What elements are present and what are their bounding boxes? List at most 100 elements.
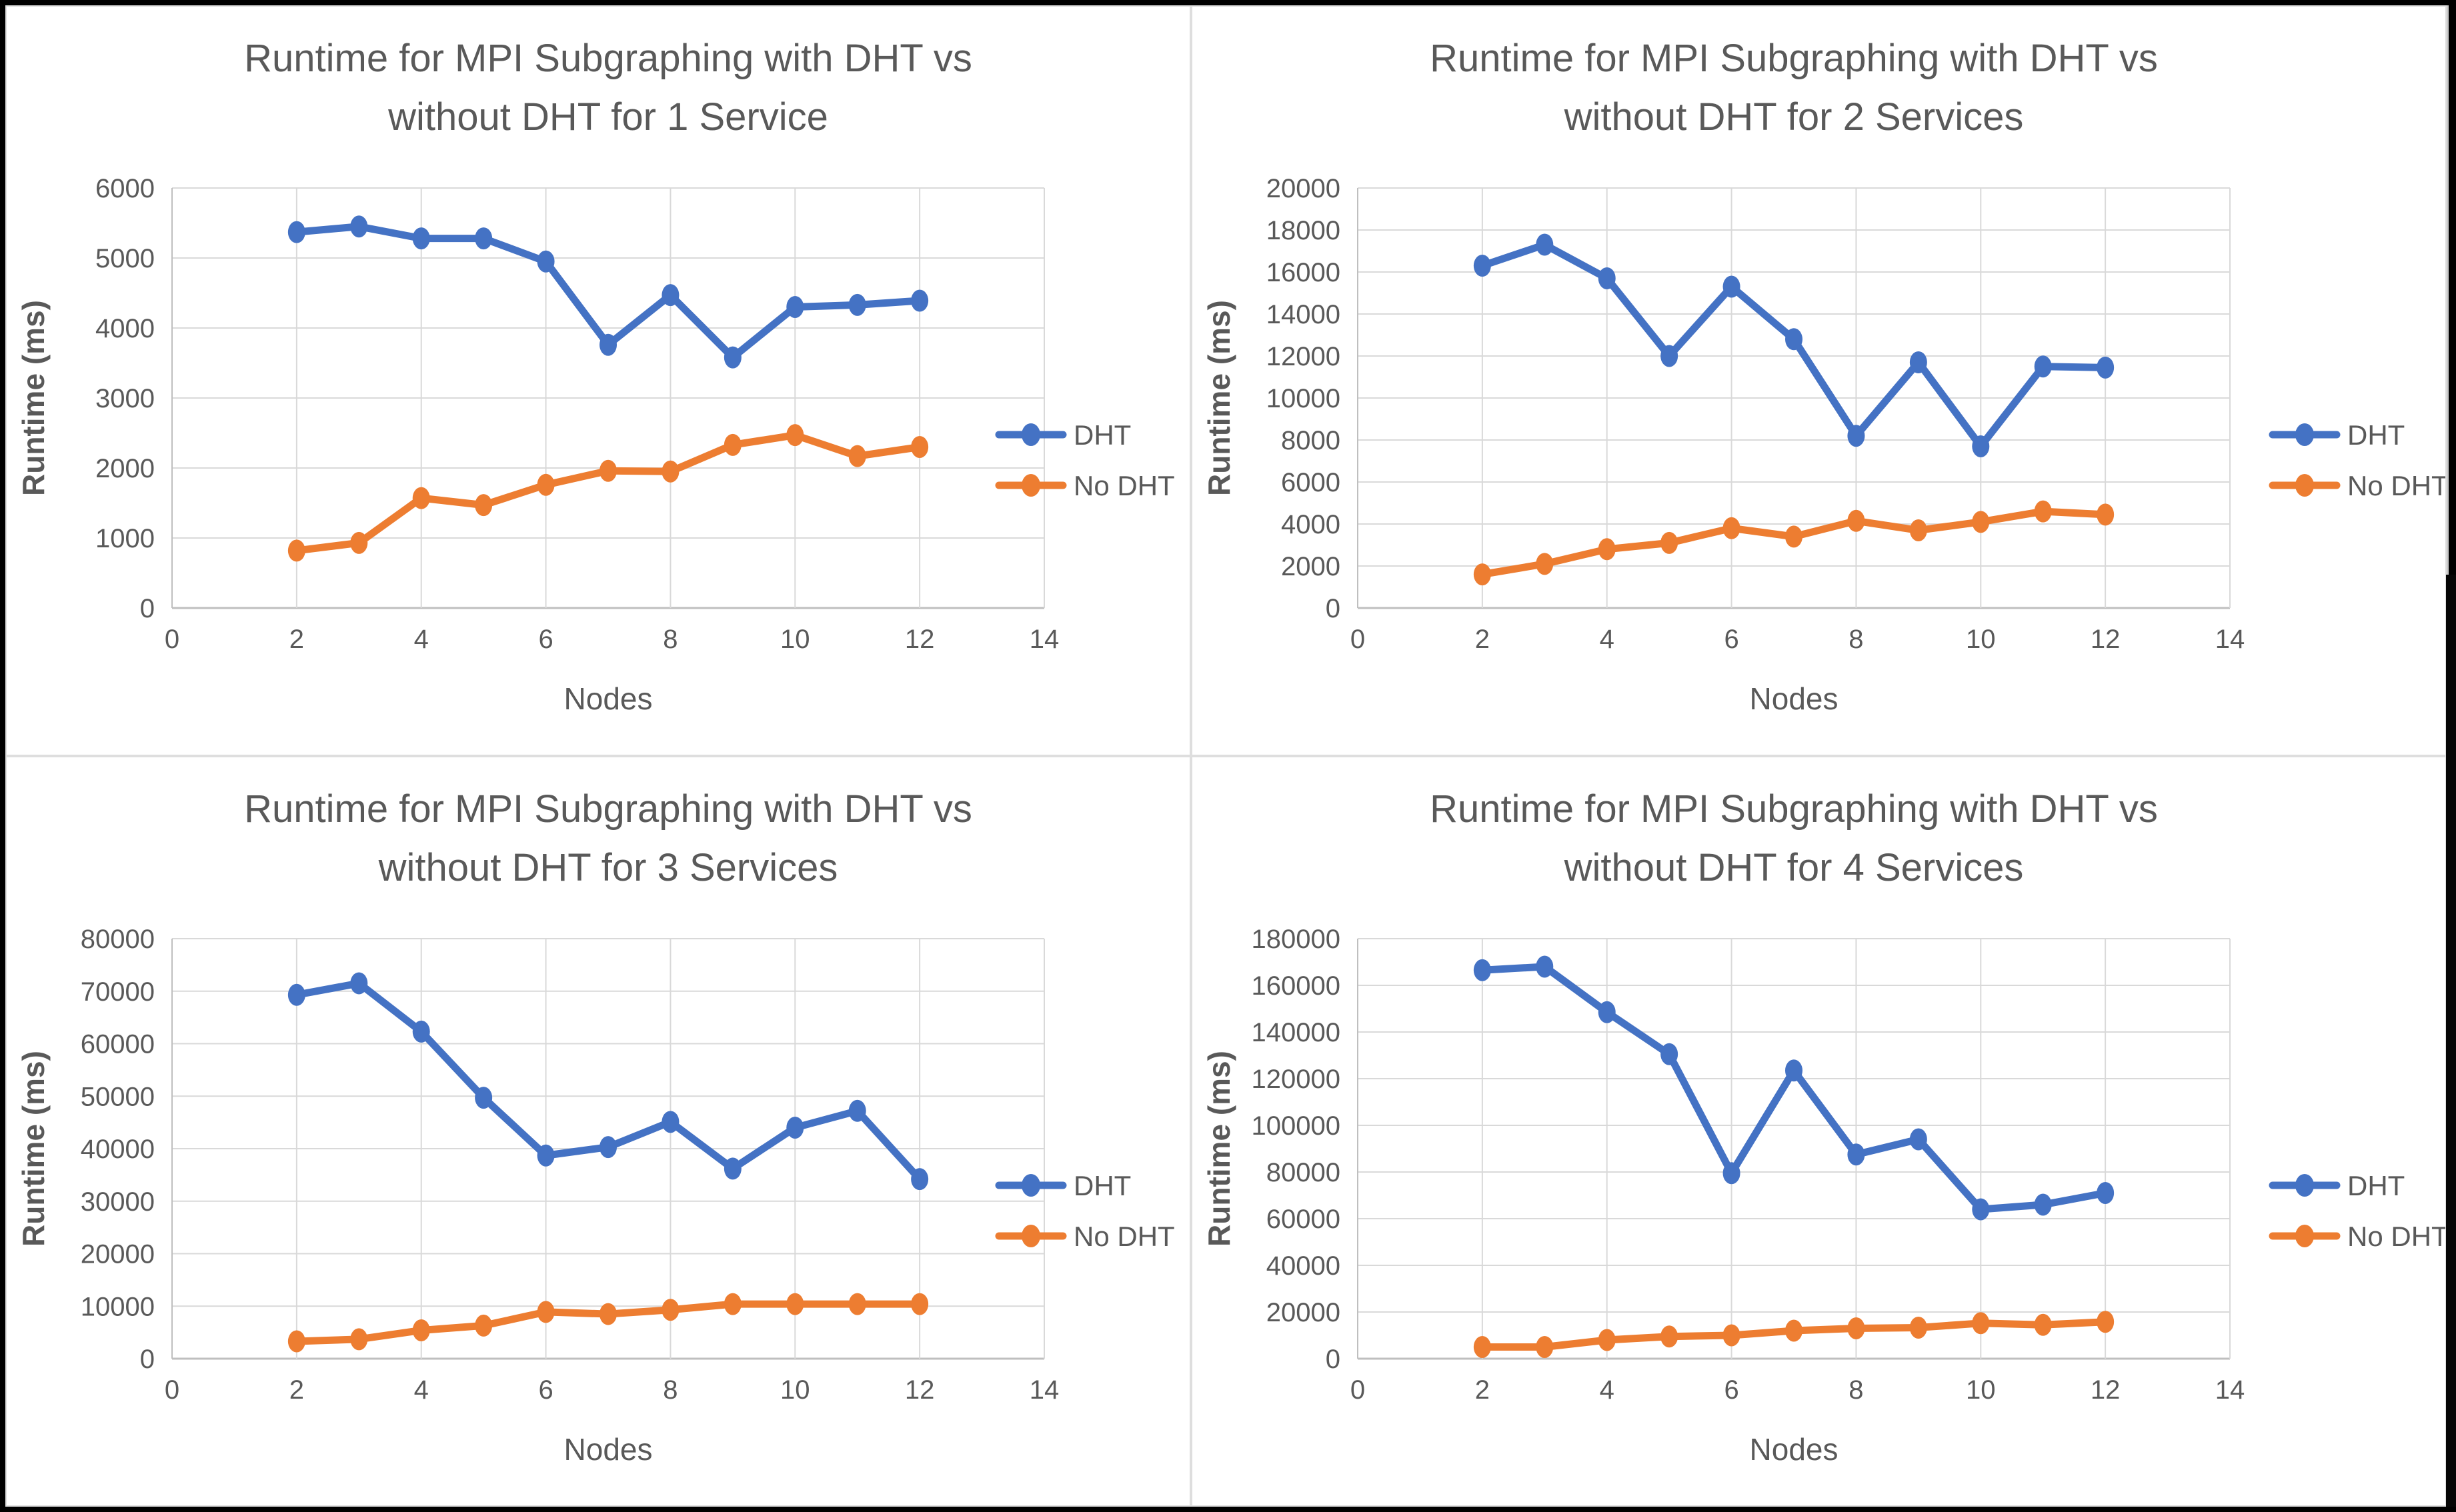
no-dht-data-point-marker xyxy=(1598,1329,1616,1351)
legend-marker xyxy=(1022,474,1040,497)
dht-series-line xyxy=(1478,963,2109,1213)
dht-data-point-marker xyxy=(475,227,493,250)
y-axis-title: Runtime (ms) xyxy=(1202,1051,1236,1247)
no-dht-data-point-marker xyxy=(1972,511,1990,533)
legend-label: No DHT xyxy=(2347,470,2445,501)
dht-data-point-marker xyxy=(1473,959,1491,981)
chart-title-line2: without DHT for 2 Services xyxy=(1564,95,2024,139)
legend-label: No DHT xyxy=(1074,1221,1175,1252)
chart-title-line1: Runtime for MPI Subgraphing with DHT vs xyxy=(1430,787,2158,831)
x-tick-label: 10 xyxy=(1966,1375,1996,1405)
no-dht-data-point-marker xyxy=(1847,1317,1865,1339)
x-tick-label: 6 xyxy=(1724,625,1738,654)
no-dht-data-point-marker xyxy=(911,1293,929,1315)
y-tick-label: 80000 xyxy=(1266,1158,1340,1187)
x-tick-label: 14 xyxy=(2215,1375,2245,1405)
no-dht-data-point-marker xyxy=(412,1319,430,1341)
y-tick-label: 20000 xyxy=(1266,1298,1340,1327)
y-axis-title: Runtime (ms) xyxy=(1202,300,1236,496)
no-dht-data-point-marker xyxy=(1536,553,1554,575)
dht-data-point-marker xyxy=(2097,356,2115,379)
x-tick-label: 8 xyxy=(663,1375,678,1405)
chart-plot-3-services: 0 10000 20000 30000 40000 50000 60000 70000 8000… xyxy=(16,925,1175,1467)
y-tick-label: 2000 xyxy=(95,454,155,483)
y-axis-title: Runtime (ms) xyxy=(16,1051,51,1247)
chart-title-line1: Runtime for MPI Subgraphing with DHT vs xyxy=(1430,37,2158,80)
y-tick-label: 0 xyxy=(1326,1345,1340,1374)
dht-data-point-marker xyxy=(1598,267,1616,289)
y-tick-label: 100000 xyxy=(1252,1111,1340,1141)
y-tick-label: 140000 xyxy=(1252,1018,1340,1047)
no-dht-data-point-marker xyxy=(1909,519,1927,541)
no-dht-data-point-marker xyxy=(1536,1336,1554,1358)
legend-label: DHT xyxy=(1074,1170,1131,1201)
chart-plot-1-service: 0 1000 2000 3000 4000 5000 6000 0 2 4 6 8 10 12 14 Node… xyxy=(16,174,1175,716)
y-tick-label: 5000 xyxy=(95,244,155,273)
no-dht-series-line xyxy=(293,431,924,555)
dht-data-point-marker xyxy=(786,1117,804,1139)
y-tick-label: 60000 xyxy=(1266,1205,1340,1234)
window-edge-bar xyxy=(2446,575,2456,1507)
dht-data-point-marker xyxy=(537,1144,555,1167)
no-dht-data-point-marker xyxy=(2034,1313,2052,1336)
dht-data-point-marker xyxy=(848,1099,866,1122)
y-tick-label: 8000 xyxy=(1281,426,1340,455)
dht-data-point-marker xyxy=(1598,1001,1616,1023)
no-dht-data-point-marker xyxy=(1473,563,1491,586)
no-dht-data-point-marker xyxy=(475,494,493,517)
dht-data-point-marker xyxy=(1722,1162,1740,1185)
x-tick-label: 14 xyxy=(1030,625,1060,654)
legend-label: DHT xyxy=(2347,1170,2405,1201)
x-tick-label: 2 xyxy=(289,625,304,654)
y-tick-label: 4000 xyxy=(1281,510,1340,539)
y-tick-label: 180000 xyxy=(1252,925,1340,954)
chart-plot-2-services: 0 2000 4000 6000 8000 10000 12000 14000 16000 180… xyxy=(1202,174,2445,716)
legend-marker xyxy=(1022,1225,1040,1247)
legend-label: DHT xyxy=(2347,419,2405,451)
x-tick-label: 4 xyxy=(1600,625,1614,654)
y-tick-label: 16000 xyxy=(1266,258,1340,287)
dht-data-point-marker xyxy=(1785,328,1802,351)
x-axis-title: Nodes xyxy=(1750,681,1838,716)
dht-data-point-marker xyxy=(786,296,804,318)
x-tick-label: 14 xyxy=(1030,1375,1060,1405)
no-dht-data-point-marker xyxy=(537,473,555,496)
y-tick-label: 0 xyxy=(140,594,155,623)
x-tick-label: 8 xyxy=(1849,625,1863,654)
legend-marker xyxy=(1022,423,1040,446)
legend-marker xyxy=(2295,474,2314,497)
legend-label: DHT xyxy=(1074,419,1131,451)
y-axis-title: Runtime (ms) xyxy=(16,300,51,496)
y-tick-label: 18000 xyxy=(1266,216,1340,245)
y-tick-label: 6000 xyxy=(95,174,155,203)
no-dht-data-point-marker xyxy=(1598,538,1616,561)
x-tick-label: 10 xyxy=(780,1375,810,1405)
no-dht-data-point-marker xyxy=(1785,1319,1802,1342)
dht-data-point-marker xyxy=(724,1157,742,1180)
dht-data-point-marker xyxy=(1660,345,1678,367)
x-tick-label: 8 xyxy=(663,625,678,654)
dht-data-point-marker xyxy=(1536,955,1554,978)
no-dht-data-point-marker xyxy=(662,460,680,483)
dht-data-point-marker xyxy=(662,1111,680,1133)
dht-data-point-marker xyxy=(1972,1198,1990,1221)
chart-title: Runtime for MPI Subgraphing with DHT vs … xyxy=(87,780,1130,897)
chart-title-line2: without DHT for 1 Service xyxy=(388,95,828,139)
no-dht-data-point-marker xyxy=(475,1314,493,1337)
no-dht-data-point-marker xyxy=(848,445,866,467)
y-tick-label: 30000 xyxy=(81,1187,155,1217)
dht-data-point-marker xyxy=(599,333,617,356)
legend-marker xyxy=(2295,423,2314,446)
y-tick-label: 80000 xyxy=(81,925,155,954)
chart-title: Runtime for MPI Subgraphing with DHT vs … xyxy=(1272,29,2315,147)
dht-data-point-marker xyxy=(412,227,430,250)
x-tick-label: 4 xyxy=(1600,1375,1614,1405)
no-dht-data-point-marker xyxy=(1473,1336,1491,1358)
no-dht-data-point-marker xyxy=(2097,503,2115,526)
x-tick-label: 0 xyxy=(1350,625,1365,654)
y-tick-label: 0 xyxy=(1326,594,1340,623)
no-dht-data-point-marker xyxy=(662,1299,680,1321)
chart-panel-1-service: Runtime for MPI Subgraphing with DHT vs … xyxy=(5,5,1191,756)
x-axis-title: Nodes xyxy=(564,681,653,716)
legend-marker xyxy=(2295,1225,2314,1247)
